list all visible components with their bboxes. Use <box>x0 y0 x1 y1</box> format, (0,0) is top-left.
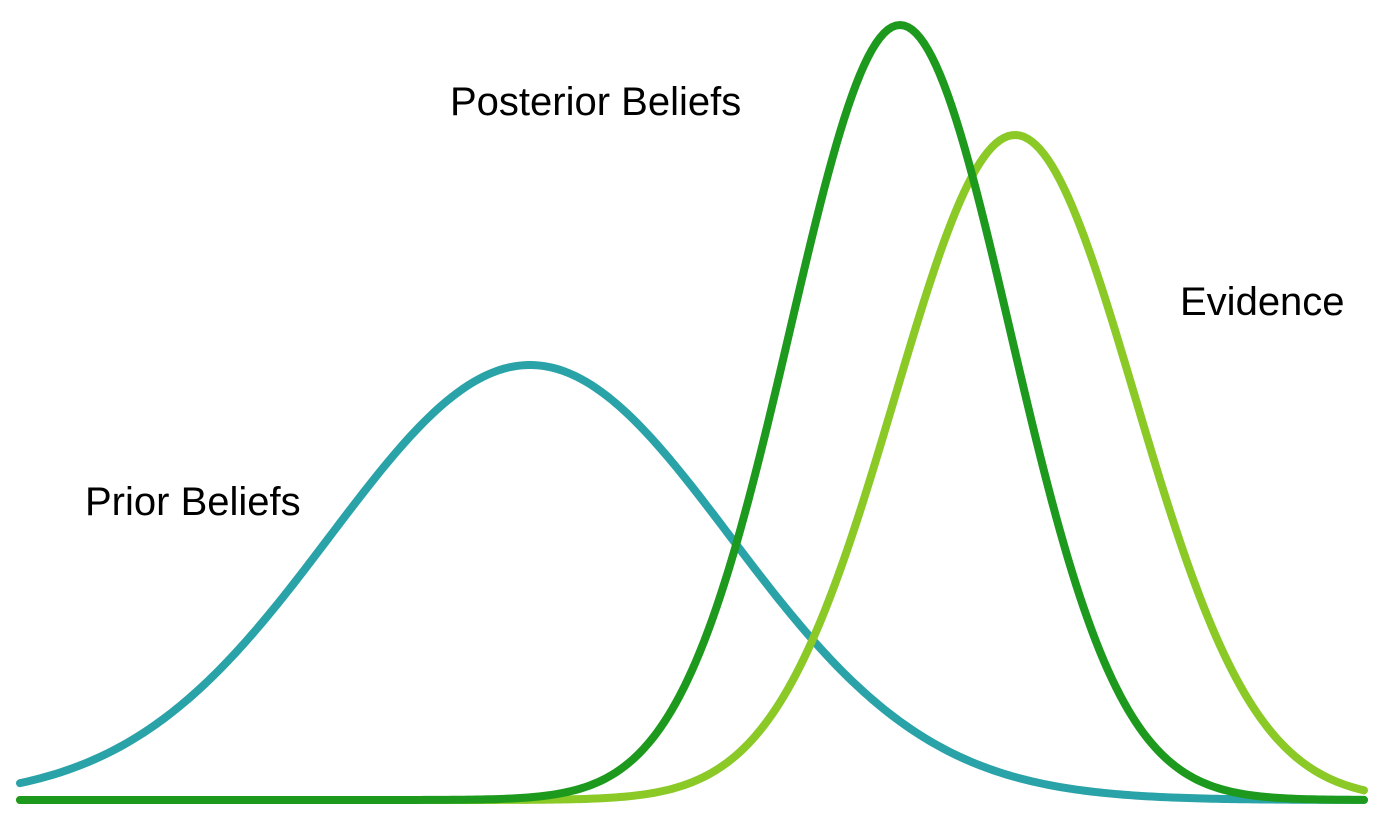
posterior-beliefs-label: Posterior Beliefs <box>450 80 741 125</box>
prior-beliefs-label: Prior Beliefs <box>85 480 301 525</box>
evidence-label: Evidence <box>1180 280 1345 325</box>
posterior-curve <box>20 25 1364 800</box>
bayesian-diagram: Prior Beliefs Posterior Beliefs Evidence <box>0 0 1384 829</box>
evidence-curve <box>20 135 1364 800</box>
prior-curve <box>20 365 1364 800</box>
